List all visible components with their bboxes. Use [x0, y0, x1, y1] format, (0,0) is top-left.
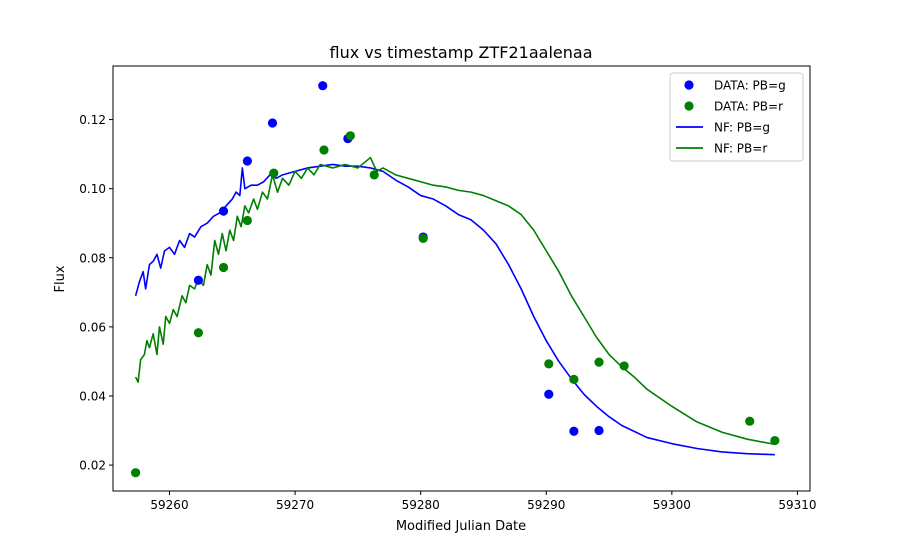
data-point-r: [770, 435, 780, 446]
y-tick-label: 0.04: [79, 389, 106, 403]
legend-box: [669, 72, 804, 162]
data-point-g: [544, 389, 554, 399]
plot-area: [131, 81, 780, 478]
data-point-r: [269, 168, 279, 178]
x-tick-label: 59260: [150, 498, 188, 512]
legend-label: NF: PB=r: [714, 142, 767, 156]
x-tick-label: 59290: [527, 498, 565, 512]
plot-frame: [112, 65, 811, 492]
data-point-r: [218, 262, 229, 273]
data-point-g: [267, 118, 278, 128]
data-point-g: [218, 206, 229, 216]
data-point-g: [569, 426, 579, 436]
data-point-r: [131, 468, 141, 478]
data-point-r: [242, 215, 252, 226]
x-tick-label: 59280: [402, 498, 440, 512]
x-axis-label: Modified Julian Date: [396, 519, 526, 534]
legend-marker: [684, 101, 694, 111]
x-tick-label: 59310: [778, 498, 816, 512]
legend-marker: [684, 80, 694, 90]
data-point-r: [418, 233, 428, 244]
data-point-g: [594, 425, 604, 436]
legend-label: DATA: PB=g: [714, 79, 786, 93]
y-tick-label: 0.12: [79, 113, 106, 127]
data-point-r: [594, 357, 604, 367]
data-point-r: [619, 361, 629, 371]
y-axis-label: Flux: [53, 265, 68, 292]
data-point-g: [318, 81, 328, 91]
data-point-g: [193, 275, 203, 285]
data-point-r: [745, 416, 755, 426]
x-tick-label: 59270: [276, 498, 314, 512]
data-point-r: [369, 170, 379, 180]
y-tick-label: 0.06: [79, 320, 106, 334]
legend-label: DATA: PB=r: [714, 100, 783, 114]
y-tick-label: 0.10: [79, 182, 106, 196]
chart-title: flux vs timestamp ZTF21aalenaa: [330, 43, 593, 62]
y-tick-label: 0.08: [79, 251, 106, 265]
y-tick-label: 0.02: [79, 459, 106, 473]
legend: DATA: PB=g DATA: PB=r NF: PB=g NF: PB=r: [669, 72, 804, 162]
data-point-r: [193, 328, 203, 338]
data-point-g: [242, 156, 252, 166]
legend-label: NF: PB=g: [714, 121, 770, 135]
axes: 59260 59270 59280 59290 59300 59310 0.02 0.04 0.…: [79, 113, 816, 512]
data-point-r: [319, 145, 329, 155]
line-series-r: [134, 156, 775, 446]
data-point-r: [544, 359, 554, 369]
data-point-r: [345, 131, 355, 141]
x-tick-label: 59300: [653, 498, 691, 512]
data-point-r: [569, 374, 579, 384]
